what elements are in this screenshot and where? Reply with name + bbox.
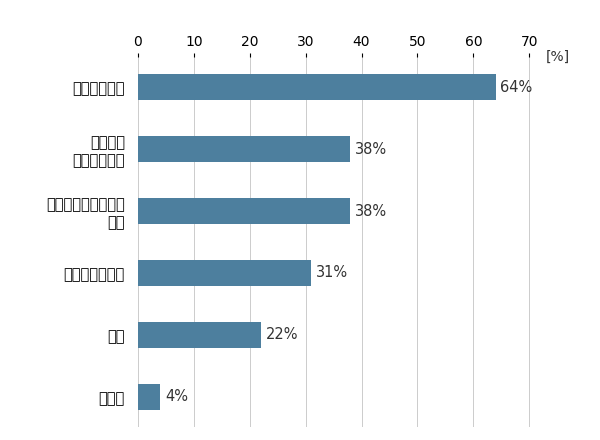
Text: 31%: 31% xyxy=(316,265,348,280)
Text: 4%: 4% xyxy=(165,389,188,404)
Text: 38%: 38% xyxy=(355,204,387,219)
Bar xyxy=(138,384,160,410)
Bar xyxy=(138,74,496,100)
Text: 38%: 38% xyxy=(355,142,387,157)
Bar xyxy=(138,136,350,162)
Bar xyxy=(138,260,311,286)
Bar xyxy=(138,198,350,224)
Text: 22%: 22% xyxy=(265,327,298,342)
Text: [%]: [%] xyxy=(546,50,570,64)
Text: 64%: 64% xyxy=(500,80,532,95)
Bar xyxy=(138,322,261,348)
